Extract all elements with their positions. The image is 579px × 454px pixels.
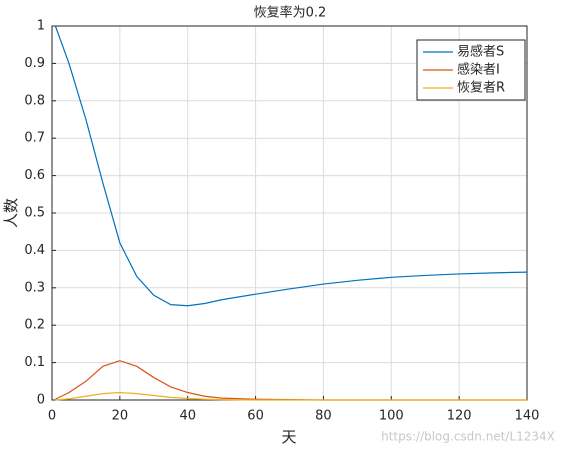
y-tick-label: 0.1: [24, 355, 45, 370]
y-tick-label: 0.2: [24, 318, 45, 333]
y-tick-label: 0.9: [24, 56, 45, 71]
y-axis-label: 人数: [2, 198, 20, 228]
y-tick-label: 0.5: [24, 206, 45, 221]
x-tick-label: 0: [48, 409, 56, 424]
x-tick-label: 120: [447, 409, 472, 424]
x-tick-label: 100: [379, 409, 404, 424]
legend-label: 恢复者R: [457, 81, 505, 96]
legend-label: 易感者S: [457, 44, 504, 60]
x-tick-label: 80: [315, 409, 332, 424]
x-tick-label: 20: [112, 409, 129, 424]
legend-label: 感染者I: [457, 62, 500, 78]
y-tick-label: 0.8: [24, 93, 45, 108]
x-axis-label: 天: [281, 428, 296, 446]
x-tick-label: 60: [247, 409, 264, 424]
x-tick-label: 140: [515, 409, 540, 424]
watermark: https://blog.csdn.net/L1234X: [381, 430, 555, 444]
y-tick-label: 1: [37, 19, 45, 34]
y-tick-label: 0.7: [24, 131, 45, 146]
chart-title: 恢复率为0.2: [254, 5, 327, 21]
line-series: [54, 25, 528, 307]
line-series: [55, 391, 527, 401]
y-tick-label: 0.6: [24, 168, 45, 183]
y-tick-label: 0.3: [24, 280, 45, 295]
x-tick-label: 40: [179, 409, 196, 424]
y-tick-label: 0: [37, 393, 45, 408]
y-tick-label: 0.4: [24, 243, 45, 258]
